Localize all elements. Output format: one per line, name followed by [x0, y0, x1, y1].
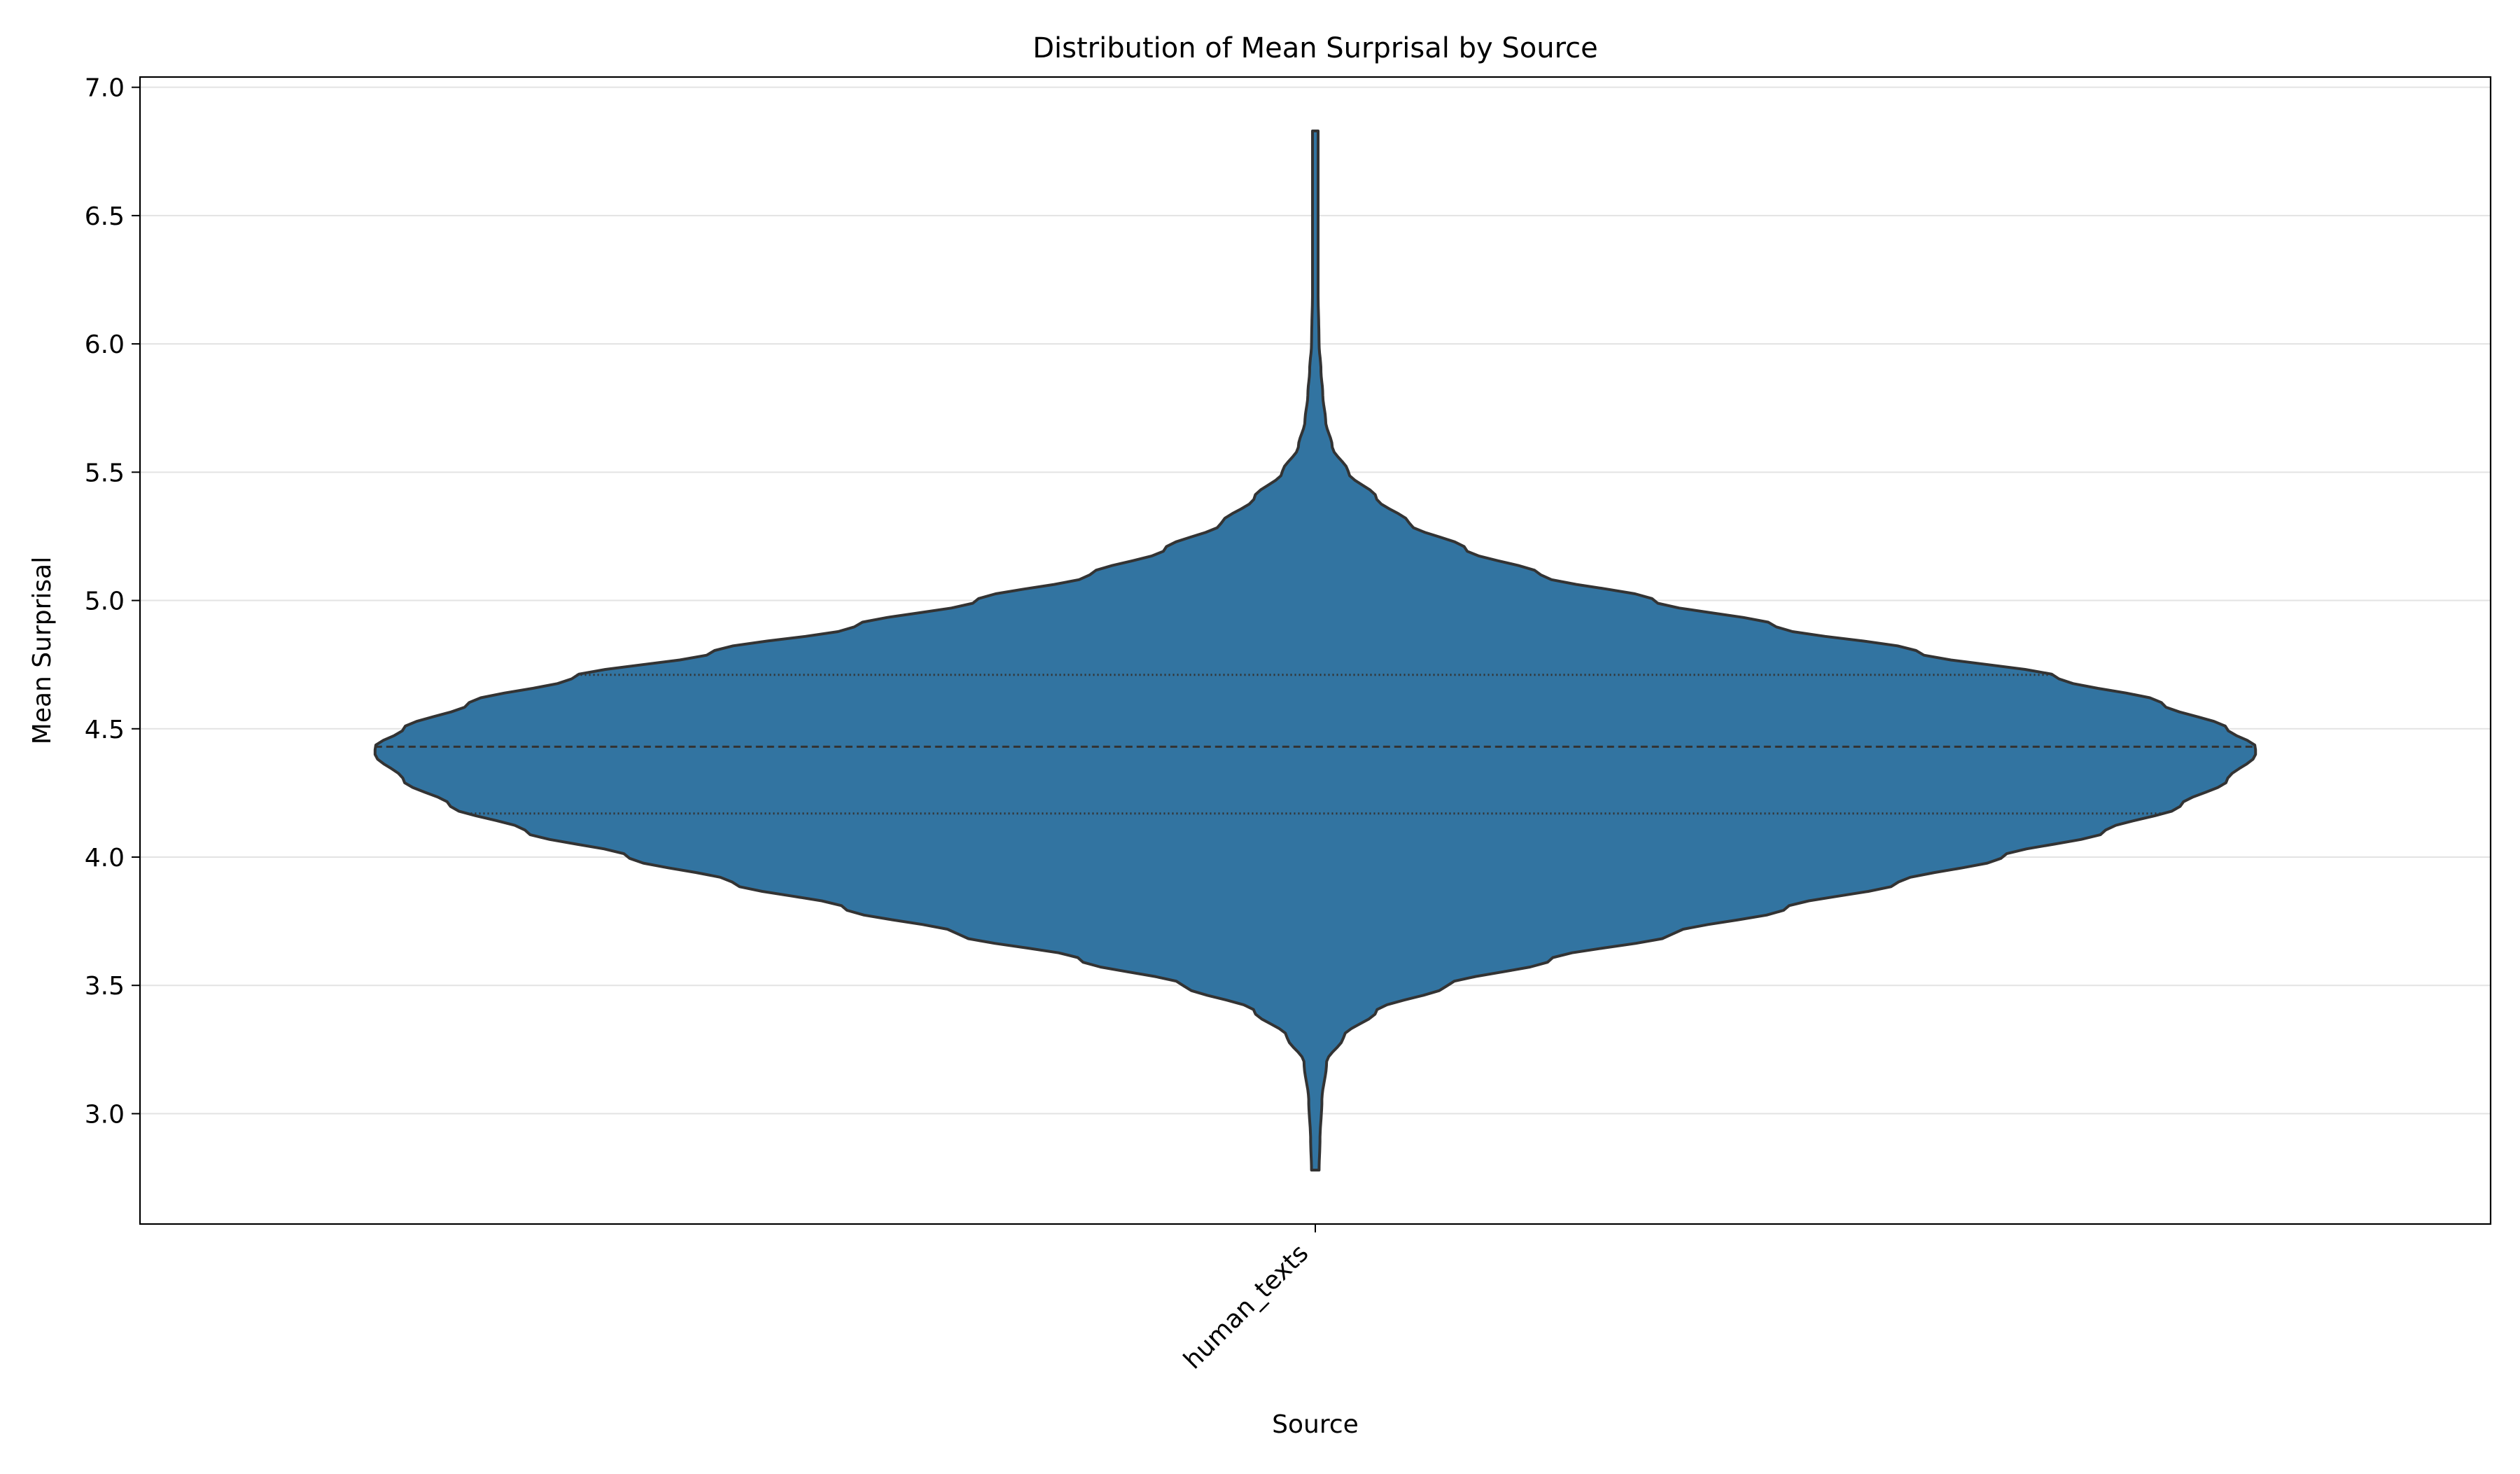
- y-tick-label: 5.0: [85, 587, 125, 616]
- y-tick-label: 5.5: [85, 459, 125, 487]
- chart-title: Distribution of Mean Surprisal by Source: [1032, 32, 1598, 64]
- x-axis-label: Source: [1272, 1410, 1359, 1439]
- y-tick-label: 6.0: [85, 331, 125, 359]
- y-tick-label: 6.5: [85, 202, 125, 231]
- violin-body: [373, 130, 2258, 1171]
- y-tick-label: 3.0: [85, 1100, 125, 1129]
- x-axis: human_texts: [1178, 1224, 1316, 1375]
- y-tick-label: 4.5: [85, 716, 125, 744]
- y-axis: 3.0 3.5 4.0 4.5 5.0 5.5 6.0 6.5 7.0: [85, 74, 140, 1129]
- y-tick-label: 4.0: [85, 844, 125, 872]
- violin-layer: [373, 130, 2258, 1171]
- y-tick-label: 7.0: [85, 74, 125, 103]
- y-axis-label: Mean Surprisal: [28, 557, 57, 744]
- x-tick-label: human_texts: [1178, 1239, 1314, 1375]
- y-tick-label: 3.5: [85, 972, 125, 1001]
